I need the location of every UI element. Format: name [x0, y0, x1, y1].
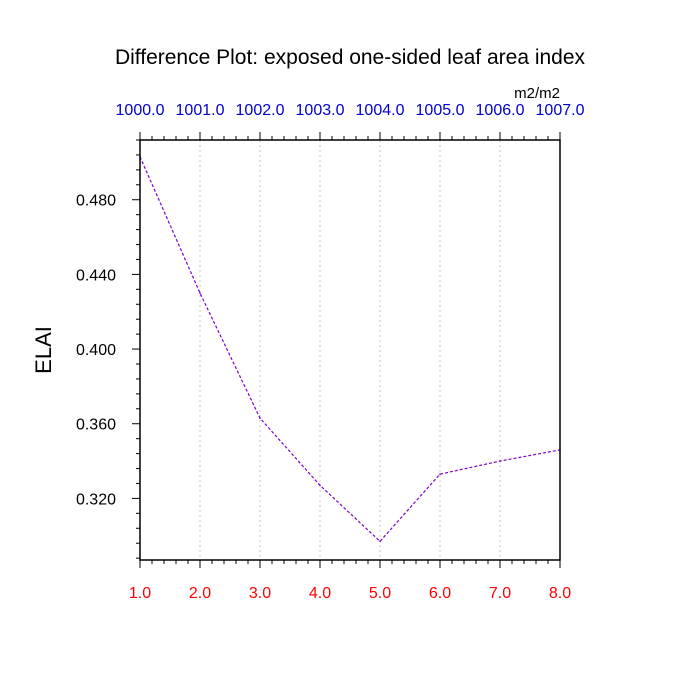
- data-point: [199, 292, 201, 294]
- y-tick-label: 0.320: [76, 491, 116, 508]
- series-line: [139, 156, 561, 543]
- y-tick-label: 0.480: [76, 193, 116, 210]
- data-point: [259, 417, 261, 419]
- y-tick-label: 0.440: [76, 267, 116, 284]
- grid-lines: [199, 140, 501, 560]
- x-tick-label: 7.0: [489, 585, 511, 602]
- top-tick-label: 1006.0: [476, 102, 525, 119]
- top-tick-label: 1003.0: [296, 102, 345, 119]
- x-tick-label: 6.0: [429, 585, 451, 602]
- data-point: [439, 473, 441, 475]
- data-point: [499, 460, 501, 462]
- tick-labels: 1.0 2.0 3.0 4.0 5.0 6.0 7.0 8.0 1000.0 1001.0 1002…: [76, 102, 585, 602]
- axis-ticks: [132, 132, 561, 568]
- y-tick-label: 0.360: [76, 417, 116, 434]
- x-tick-label: 1.0: [129, 585, 151, 602]
- y-axis-label: ELAI: [31, 326, 56, 374]
- series-group: [139, 156, 561, 543]
- x-tick-label: 3.0: [249, 585, 271, 602]
- x-tick-label: 8.0: [549, 585, 571, 602]
- x-tick-label: 5.0: [369, 585, 391, 602]
- top-tick-label: 1002.0: [236, 102, 285, 119]
- data-point: [319, 484, 321, 487]
- chart-title: Difference Plot: exposed one-sided leaf …: [115, 46, 586, 69]
- top-tick-label: 1004.0: [356, 102, 405, 119]
- top-tick-label: 1007.0: [536, 102, 585, 119]
- units-label: m2/m2: [514, 85, 560, 102]
- top-tick-label: 1001.0: [176, 102, 225, 119]
- top-tick-label: 1005.0: [416, 102, 465, 119]
- x-tick-label: 4.0: [309, 585, 331, 602]
- y-tick-label: 0.400: [76, 342, 116, 359]
- plot-frame: [139, 139, 561, 561]
- x-tick-label: 2.0: [189, 585, 211, 602]
- data-point: [379, 540, 381, 543]
- top-tick-label: 1000.0: [116, 102, 165, 119]
